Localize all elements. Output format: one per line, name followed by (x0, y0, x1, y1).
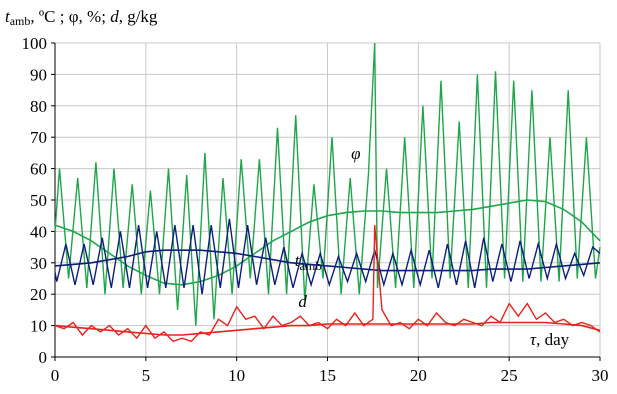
y-tick-label: 50 (30, 191, 47, 210)
y-tick-label: 80 (30, 97, 47, 116)
y-tick-label: 40 (30, 222, 47, 241)
y-tick-label: 0 (39, 348, 48, 367)
x-tick-label: 0 (51, 366, 60, 385)
series-label: d (298, 292, 307, 311)
x-axis-label: τ, day (530, 330, 570, 349)
x-tick-label: 10 (228, 366, 245, 385)
series-line (54, 321, 601, 336)
x-tick-label: 25 (501, 366, 518, 385)
y-tick-label: 30 (30, 254, 47, 273)
y-tick-label: 20 (30, 285, 47, 304)
y-tick-label: 10 (30, 317, 47, 336)
x-tick-label: 20 (410, 366, 427, 385)
series-label-sub: amb (300, 258, 322, 273)
series-label-text: d (298, 292, 307, 311)
series-line (54, 249, 601, 272)
series-label-text: t (295, 251, 301, 270)
series-label: tamb (295, 251, 322, 273)
y-axis-label: tamb, ºC ; φ, %; d, g/kg (5, 7, 158, 28)
series-label-text: φ (351, 144, 360, 163)
y-tick-label: 90 (30, 65, 47, 84)
y-tick-label: 70 (30, 128, 47, 147)
x-tick-label: 5 (142, 366, 151, 385)
series-label: φ (351, 144, 360, 163)
x-tick-label: 15 (319, 366, 336, 385)
series-line (54, 218, 601, 295)
x-tick-label: 30 (592, 366, 609, 385)
y-tick-label: 100 (22, 34, 48, 53)
y-tick-label: 60 (30, 160, 47, 179)
series-line (54, 42, 601, 326)
